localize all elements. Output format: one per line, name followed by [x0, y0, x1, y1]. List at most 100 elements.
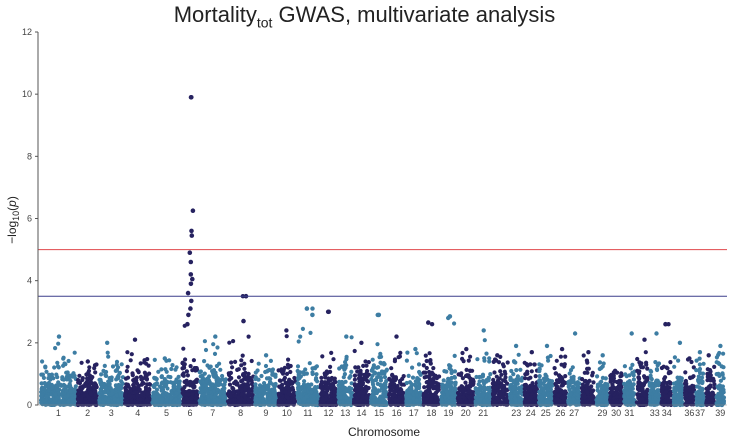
- snp-point: [284, 328, 289, 333]
- snp-point: [119, 362, 124, 367]
- snp-point: [239, 383, 244, 388]
- snp-point: [493, 391, 498, 396]
- snp-point: [589, 390, 594, 395]
- snp-point: [56, 334, 62, 339]
- snp-point: [453, 381, 458, 386]
- snp-point: [258, 388, 263, 393]
- snp-point: [417, 371, 422, 376]
- snp-point: [426, 402, 431, 407]
- snp-point: [434, 401, 439, 406]
- snp-point: [46, 388, 52, 393]
- snp-point: [286, 385, 291, 390]
- snp-point: [427, 351, 432, 356]
- snp-point: [279, 369, 284, 374]
- snp-point: [246, 334, 251, 339]
- snp-point: [511, 379, 516, 385]
- snp-point: [210, 402, 215, 407]
- snp-point: [366, 360, 371, 365]
- snp-point: [140, 380, 145, 385]
- snp-point: [268, 358, 273, 363]
- snp-point: [488, 372, 493, 377]
- snp-point: [493, 381, 498, 386]
- snp-point: [206, 398, 211, 403]
- snp-point: [229, 360, 234, 365]
- snp-point: [500, 362, 506, 367]
- snp-point: [355, 369, 360, 374]
- snp-point: [142, 360, 147, 365]
- snp-point: [284, 381, 289, 386]
- snp-point: [116, 398, 121, 403]
- snp-point: [88, 380, 93, 385]
- snp-point: [364, 396, 369, 401]
- snp-point: [522, 393, 528, 398]
- snp-point: [261, 396, 266, 402]
- snp-point: [554, 358, 559, 363]
- snp-point: [468, 354, 473, 359]
- snp-point: [308, 330, 313, 335]
- snp-point: [114, 359, 120, 364]
- snp-point: [128, 394, 133, 399]
- snp-point: [110, 364, 116, 369]
- snp-point: [492, 370, 497, 375]
- snp-point: [93, 370, 98, 375]
- snp-point: [387, 396, 392, 401]
- snp-point: [530, 384, 536, 390]
- snp-point: [197, 398, 202, 403]
- snp-point: [288, 363, 293, 369]
- snp-point: [554, 397, 560, 402]
- snp-point: [460, 388, 465, 393]
- snp-point: [255, 368, 260, 373]
- snp-point: [498, 369, 503, 374]
- snp-point: [227, 382, 233, 387]
- snp-point: [61, 356, 66, 361]
- snp-point: [580, 382, 586, 387]
- snp-point: [105, 340, 110, 345]
- snp-point: [125, 375, 131, 380]
- snp-point: [207, 386, 212, 391]
- snp-point: [211, 369, 216, 374]
- snp-point: [423, 353, 428, 358]
- snp-point: [105, 350, 110, 355]
- snp-point: [518, 386, 523, 391]
- snp-point: [183, 357, 188, 362]
- snp-point: [440, 402, 445, 407]
- snp-point: [154, 387, 160, 392]
- snp-point: [188, 364, 193, 369]
- snp-point: [282, 365, 287, 370]
- chart-title: Mortalitytot GWAS, multivariate analysis: [0, 0, 729, 37]
- snp-point: [88, 391, 93, 396]
- snp-point: [182, 362, 187, 367]
- snp-point: [292, 375, 297, 381]
- snp-point: [212, 351, 218, 356]
- snp-point: [359, 340, 364, 345]
- snp-point: [240, 353, 245, 358]
- snp-point: [484, 378, 489, 383]
- snp-point: [279, 385, 284, 390]
- snp-point: [309, 397, 314, 402]
- snp-point: [482, 338, 487, 343]
- snp-point: [144, 376, 149, 381]
- snp-point: [123, 387, 128, 392]
- snp-point: [421, 363, 426, 368]
- snp-point: [284, 371, 290, 376]
- snp-point: [181, 402, 186, 407]
- snp-point: [87, 396, 92, 401]
- snp-point: [326, 376, 331, 381]
- snp-point: [102, 389, 107, 395]
- snp-point: [343, 365, 348, 370]
- snp-point: [58, 382, 63, 387]
- snp-point: [463, 380, 468, 385]
- snp-point: [352, 373, 358, 378]
- snp-point: [314, 372, 319, 377]
- snp-point: [145, 391, 150, 396]
- snp-point: [169, 395, 174, 401]
- snp-point: [211, 342, 216, 347]
- snp-point: [344, 334, 349, 339]
- snp-point: [441, 378, 446, 383]
- snp-point: [322, 402, 327, 407]
- snp-point: [398, 350, 403, 355]
- snp-point: [159, 381, 164, 386]
- snp-point: [43, 365, 48, 370]
- snp-point: [215, 387, 220, 392]
- snp-point: [113, 368, 118, 373]
